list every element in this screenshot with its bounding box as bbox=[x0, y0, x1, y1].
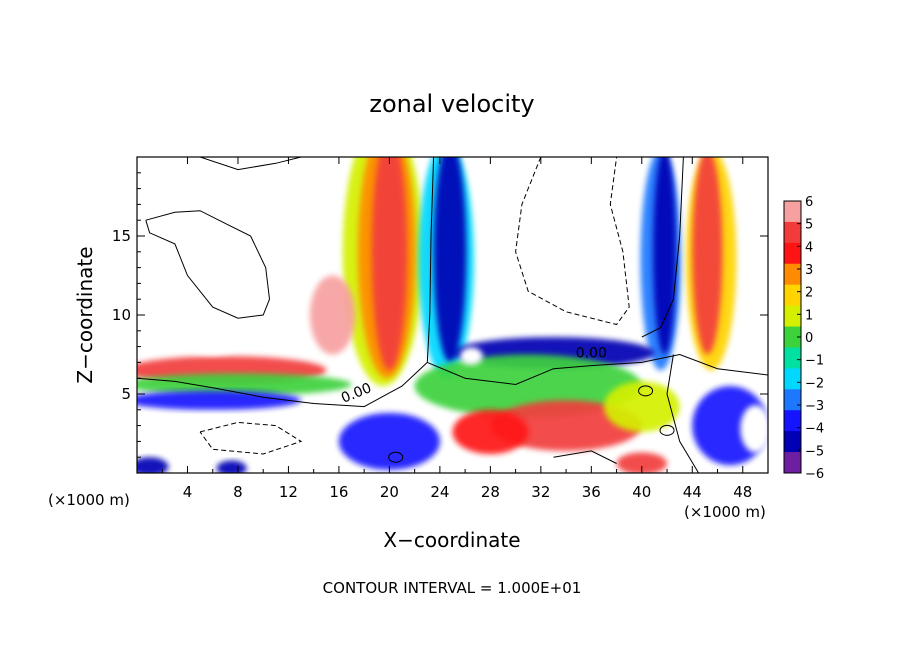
colorbar-swatch bbox=[784, 284, 801, 307]
x-tick-label: 16 bbox=[329, 483, 348, 501]
x-unit-right: (×1000 m) bbox=[684, 503, 766, 521]
colorbar-tick-label: −4 bbox=[805, 422, 824, 437]
colorbar-tick-label: 0 bbox=[805, 331, 813, 346]
field-shear-blue-mid bbox=[338, 413, 440, 470]
colorbar-tick-label: 5 bbox=[805, 218, 813, 233]
colorbar-tick-label: −2 bbox=[805, 376, 824, 391]
colorbar-swatch bbox=[784, 368, 801, 390]
x-tick-label: 40 bbox=[632, 483, 651, 501]
x-tick-label: 8 bbox=[233, 483, 243, 501]
x-tick-label: 4 bbox=[183, 483, 193, 501]
positive-contour-low bbox=[553, 450, 617, 464]
colorbar-tick-label: −5 bbox=[805, 444, 824, 459]
x-tick-label: 32 bbox=[531, 483, 550, 501]
colorbar-swatch bbox=[784, 389, 801, 411]
colorbar-tick-label: 3 bbox=[805, 263, 813, 278]
y-axis: 5 10 15 bbox=[112, 172, 768, 458]
colorbar-swatch bbox=[784, 431, 801, 453]
contour-label: 0.00 bbox=[576, 346, 607, 362]
colorbar-tick-label: −6 bbox=[805, 467, 824, 482]
colorbar-swatch bbox=[784, 305, 801, 328]
field-calm-low-right bbox=[740, 405, 768, 453]
colorbar-tick-label: −1 bbox=[805, 354, 824, 369]
colorbar-tick-label: 1 bbox=[805, 308, 813, 323]
colorbar-swatch bbox=[784, 326, 801, 348]
field-calm-left bbox=[149, 212, 276, 355]
small-contour-3 bbox=[659, 424, 675, 436]
colorbar-tick-label: 2 bbox=[805, 286, 813, 301]
negative-contour-mid bbox=[515, 157, 630, 326]
field-shear-green-left bbox=[137, 373, 352, 396]
y-tick-label: 5 bbox=[121, 385, 131, 403]
small-contour-1 bbox=[638, 385, 654, 397]
x-tick-label: 24 bbox=[430, 483, 449, 501]
zero-contour-column bbox=[137, 157, 435, 408]
chart-title: zonal velocity bbox=[369, 90, 534, 118]
colorbar: 6 5 4 3 2 1 0 −1 −2 −3 −4 −5 −6 bbox=[783, 195, 824, 482]
x-tick-label: 44 bbox=[683, 483, 702, 501]
field-neg-bottom-left bbox=[137, 457, 169, 473]
field-calm-low-left bbox=[149, 417, 276, 456]
x-tick-label: 48 bbox=[733, 483, 752, 501]
zero-contour-right-low bbox=[666, 354, 700, 473]
colorbar-tick-label: −3 bbox=[805, 399, 824, 414]
field-pos-right-core bbox=[692, 157, 723, 355]
plot-area: 0.000.00 bbox=[136, 156, 769, 474]
colorbar-tick-label: 4 bbox=[805, 240, 813, 255]
field-neg-column-core bbox=[433, 157, 467, 363]
x-tick-label: 20 bbox=[380, 483, 399, 501]
x-tick-label: 28 bbox=[481, 483, 500, 501]
field-calm-mid bbox=[484, 164, 611, 308]
x-tick-label: 12 bbox=[279, 483, 298, 501]
colorbar-swatch bbox=[784, 410, 801, 432]
field-pos-low-mid2 bbox=[452, 409, 529, 454]
field-neg-right-core bbox=[653, 157, 676, 355]
field-neg-bottom-8 bbox=[216, 460, 247, 473]
positive-contour-left bbox=[145, 210, 271, 319]
zero-contour-right bbox=[641, 157, 684, 338]
field-calm-bubble bbox=[460, 347, 483, 365]
x-tick-label: 36 bbox=[582, 483, 601, 501]
field-pos-column-core bbox=[371, 157, 408, 371]
colorbar-swatch bbox=[784, 263, 801, 286]
x-axis-label: X−coordinate bbox=[383, 528, 520, 552]
field-green-low-right bbox=[603, 381, 680, 432]
field-pos-low-mid bbox=[490, 400, 642, 451]
velocity-field bbox=[137, 157, 768, 473]
colorbar-tick-label: 6 bbox=[805, 195, 813, 210]
y-tick-label: 15 bbox=[112, 227, 131, 245]
colorbar-swatch bbox=[784, 452, 801, 474]
zero-contour-arm bbox=[427, 353, 768, 386]
x-axis: 4 8 12 16 20 24 28 32 36 40 44 48 bbox=[161, 157, 752, 501]
colorbar-swatch bbox=[784, 201, 801, 223]
field-pos-column-plume bbox=[309, 275, 356, 355]
field-shear-blue-left bbox=[137, 390, 301, 410]
negative-contour-low bbox=[199, 421, 303, 455]
contour-interval-note: CONTOUR INTERVAL = 1.000E+01 bbox=[323, 579, 582, 597]
y-tick-label: 10 bbox=[112, 306, 131, 324]
contour-lines bbox=[137, 157, 768, 473]
colorbar-swatch bbox=[784, 347, 801, 369]
colorbar-swatch bbox=[784, 242, 801, 265]
x-unit-left: (×1000 m) bbox=[48, 491, 130, 509]
small-contour-2 bbox=[388, 451, 404, 463]
field-pos-bottom-40 bbox=[616, 452, 667, 473]
colorbar-swatch bbox=[784, 221, 801, 244]
y-axis-label: Z−coordinate bbox=[73, 246, 97, 383]
